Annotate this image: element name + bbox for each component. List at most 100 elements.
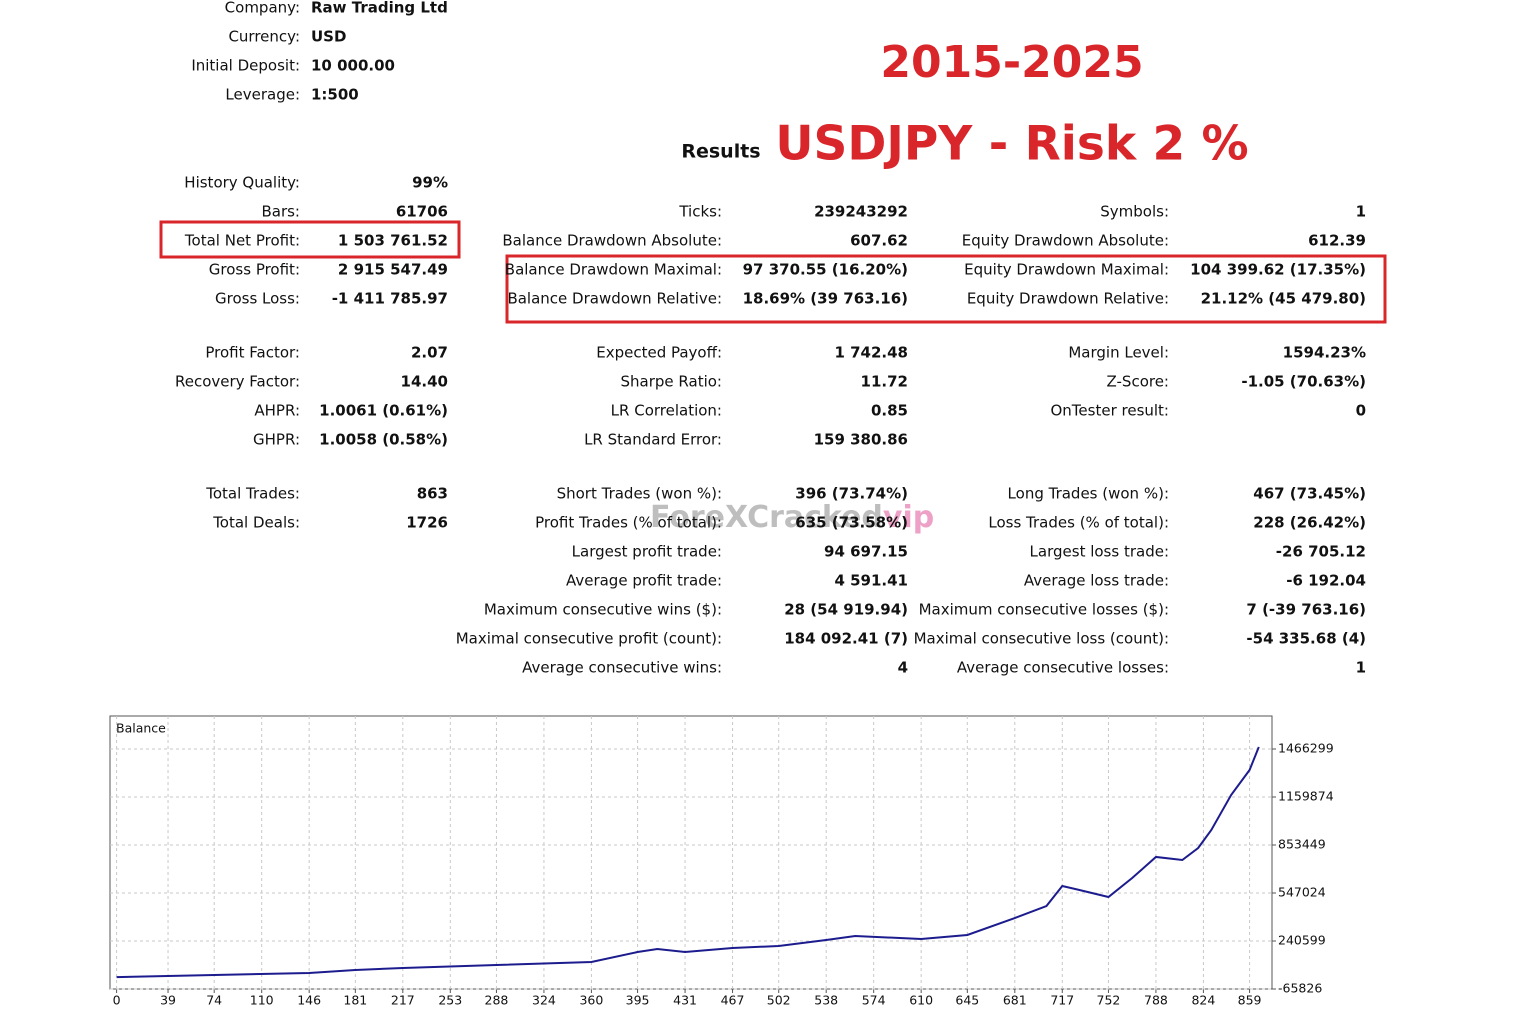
y-tick-label: 547024 [1278,885,1326,900]
x-tick-label: 717 [1050,993,1074,1008]
x-tick-label: 859 [1238,993,1262,1008]
stat-label: Ticks: [678,203,722,221]
watermark: ForeXCrackedvip [650,500,934,535]
stat-label: Largest profit trade: [572,543,722,561]
x-tick-label: 788 [1144,993,1168,1008]
stat-value: 21.12% (45 479.80) [1201,290,1366,308]
stat-label: Maximal consecutive loss (count): [914,630,1169,648]
stat-label: Equity Drawdown Maximal: [964,261,1169,279]
field-value: 1:500 [311,86,359,104]
stat-label: Maximum consecutive losses ($): [919,601,1169,619]
stat-label: Loss Trades (% of total): [988,514,1169,532]
stat-value: 11.72 [861,373,908,391]
x-tick-label: 574 [862,993,886,1008]
stat-value: 184 092.41 (7) [784,630,908,648]
stat-label: History Quality: [184,174,300,192]
stat-value: 99% [412,174,448,192]
stat-label: Largest loss trade: [1030,543,1169,561]
watermark-text: ForeXCracked [650,500,883,535]
field-label: Company: [225,0,300,17]
stat-value: -26 705.12 [1276,543,1366,561]
stat-label: Total Net Profit: [184,232,300,250]
x-tick-label: 0 [113,993,121,1008]
stat-label: Recovery Factor: [175,373,300,391]
stat-label: Balance Drawdown Absolute: [502,232,722,250]
stat-value: 1 [1356,203,1366,221]
plot-frame [109,715,1273,990]
y-tick-label: -65826 [1278,981,1322,996]
x-tick-label: 431 [673,993,697,1008]
stat-value: 2.07 [411,344,448,362]
period-banner: 2015-2025 [880,37,1143,88]
stat-label: OnTester result: [1050,402,1169,420]
x-tick-label: 74 [206,993,222,1008]
stat-label: Average loss trade: [1024,572,1169,590]
stat-label: GHPR: [253,431,300,449]
stat-label: Total Trades: [205,485,300,503]
stat-value: -54 335.68 (4) [1246,630,1366,648]
field-value: USD [311,28,346,46]
watermark-suffix: vip [883,500,934,535]
stat-label: AHPR: [254,402,300,420]
stat-label: Margin Level: [1068,344,1169,362]
stat-label: Gross Profit: [209,261,300,279]
x-tick-label: 610 [909,993,933,1008]
stat-value: 1 742.48 [834,344,908,362]
stat-label: Long Trades (won %): [1008,485,1169,503]
stat-label: Maximum consecutive wins ($): [484,601,722,619]
stat-label: Balance Drawdown Relative: [507,290,722,308]
stat-value: 104 399.62 (17.35%) [1190,261,1366,279]
stat-value: 4 [898,659,908,677]
x-tick-label: 395 [626,993,650,1008]
x-tick-label: 360 [579,993,603,1008]
balance-line [116,746,1260,979]
stat-value: 28 (54 919.94) [784,601,908,619]
stat-value: 396 (73.74%) [795,485,908,503]
stat-value: 1 503 761.52 [338,232,448,250]
field-value: Raw Trading Ltd [311,0,448,17]
stat-value: -6 192.04 [1286,572,1366,590]
x-tick-label: 752 [1097,993,1121,1008]
stat-value: 467 (73.45%) [1253,485,1366,503]
stat-label: Average consecutive wins: [522,659,722,677]
x-tick-label: 39 [160,993,176,1008]
stat-value: 612.39 [1308,232,1366,250]
stat-value: 97 370.55 (16.20%) [743,261,908,279]
stat-value: 1 [1356,659,1366,677]
stat-label: Average consecutive losses: [957,659,1169,677]
stat-value: 0 [1356,402,1366,420]
stat-label: Balance Drawdown Maximal: [505,261,722,279]
stat-value: 239243292 [814,203,908,221]
stat-label: Profit Trades (% of total): [535,514,722,532]
stat-label: Short Trades (won %): [557,485,722,503]
stat-value: 607.62 [850,232,908,250]
x-tick-label: 502 [767,993,791,1008]
x-tick-label: 110 [250,993,274,1008]
x-tick-label: 181 [343,993,367,1008]
field-label: Initial Deposit: [191,57,300,75]
stat-label: Maximal consecutive profit (count): [456,630,722,648]
y-tick-label: 240599 [1278,933,1326,948]
stat-value: 14.40 [401,373,448,391]
stat-value: -1.05 (70.63%) [1241,373,1366,391]
stat-value: 7 (-39 763.16) [1246,601,1366,619]
x-tick-label: 146 [297,993,321,1008]
stat-value: 228 (26.42%) [1253,514,1366,532]
setup-banner: USDJPY - Risk 2 % [775,117,1248,172]
field-value: 10 000.00 [311,57,395,75]
x-tick-label: 324 [532,993,556,1008]
highlight-box [159,220,461,259]
stat-label: Average profit trade: [566,572,722,590]
x-tick-label: 538 [814,993,838,1008]
stat-value: 1.0058 (0.58%) [319,431,448,449]
x-tick-label: 681 [1003,993,1027,1008]
stat-value: 1594.23% [1283,344,1366,362]
stat-value: 635 (73.58%) [795,514,908,532]
stat-value: 18.69% (39 763.16) [743,290,908,308]
series-label: Balance [116,721,166,736]
x-tick-label: 645 [955,993,979,1008]
stat-label: LR Correlation: [611,402,722,420]
stat-label: Total Deals: [212,514,300,532]
stat-value: 159 380.86 [814,431,908,449]
